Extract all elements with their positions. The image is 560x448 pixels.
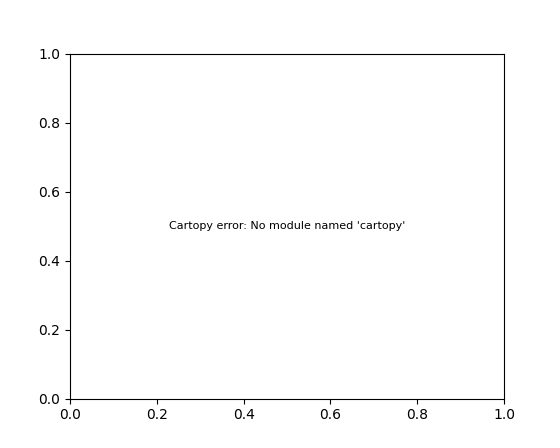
Text: Cartopy error: No module named 'cartopy': Cartopy error: No module named 'cartopy' [169, 221, 405, 231]
